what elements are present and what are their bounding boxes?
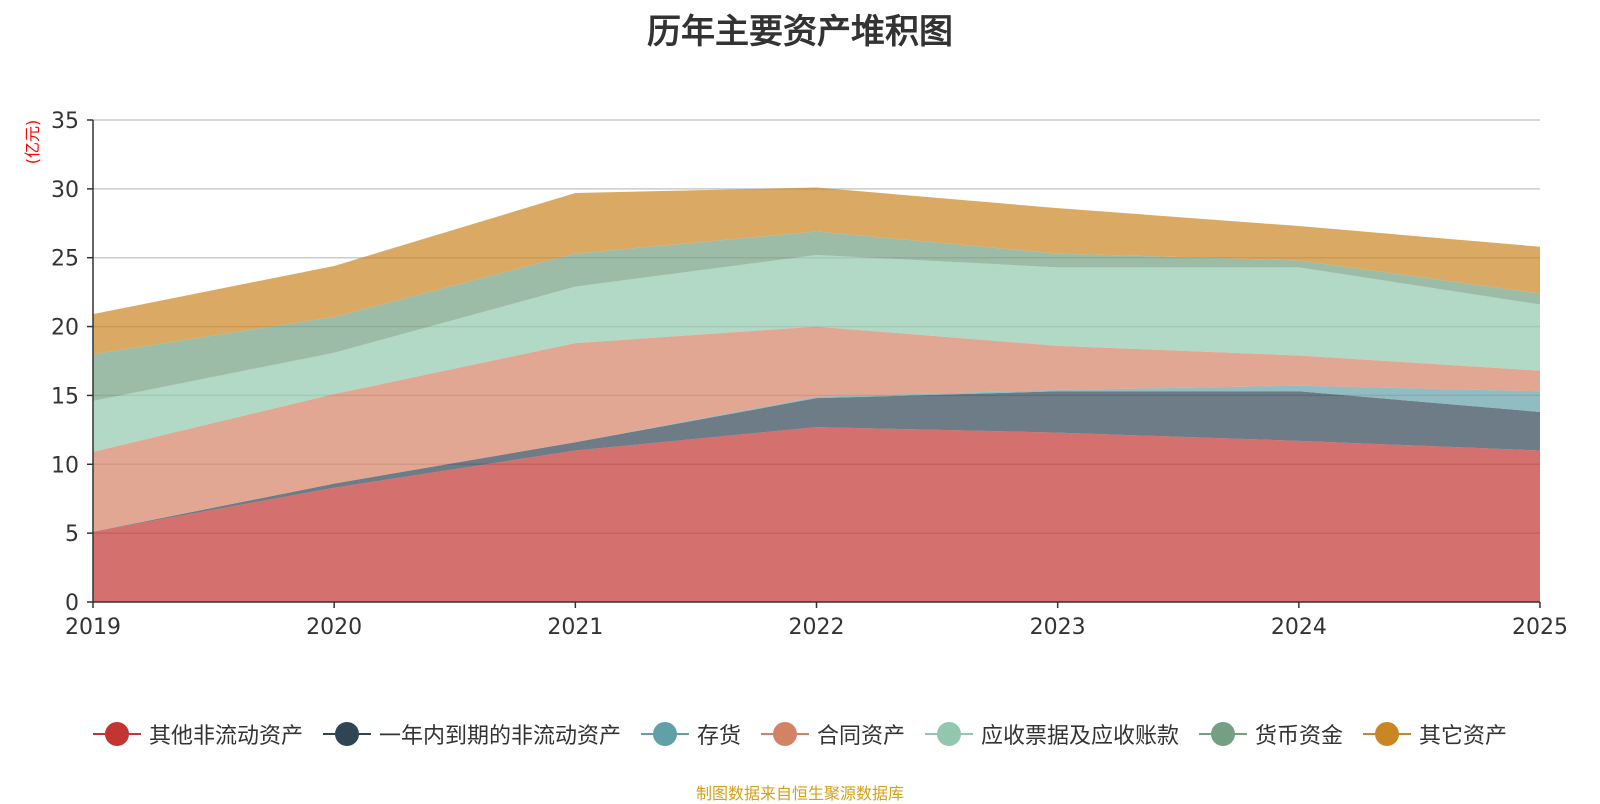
legend-label: 一年内到期的非流动资产 <box>378 724 621 749</box>
legend-label: 其他非流动资产 <box>148 724 303 749</box>
y-tick-label: 25 <box>51 247 79 272</box>
source-note: 制图数据来自恒生聚源数据库 <box>695 784 904 803</box>
legend-item[interactable]: 一年内到期的非流动资产 <box>322 718 621 750</box>
y-tick-label: 5 <box>65 522 79 547</box>
legend-label: 合同资产 <box>816 724 905 749</box>
legend-marker-dot <box>1375 722 1400 746</box>
legend-marker-dot <box>652 722 677 746</box>
y-tick-label: 30 <box>51 178 79 203</box>
legend-marker-icon <box>92 722 141 746</box>
area-series-0 <box>93 427 1540 602</box>
legend-label: 应收票据及应收账款 <box>981 724 1180 749</box>
x-tick-label: 2025 <box>1512 615 1568 640</box>
area-series-4 <box>93 254 1540 452</box>
x-tick-label: 2021 <box>547 615 603 640</box>
legend-marker-icon <box>925 722 973 746</box>
y-axis-unit-label: (亿元) <box>23 120 42 165</box>
area-series-6 <box>93 187 1540 355</box>
legend-label: 其它资产 <box>1419 724 1508 749</box>
y-tick-label: 20 <box>51 316 79 341</box>
legend-marker-icon <box>1199 722 1248 746</box>
y-tick-label: 35 <box>51 109 79 134</box>
legend-item[interactable]: 存货 <box>640 718 741 750</box>
legend-item[interactable]: 合同资产 <box>760 718 905 750</box>
y-tick-label: 10 <box>51 453 79 478</box>
legend-item[interactable]: 货币资金 <box>1199 718 1343 750</box>
area-series-3 <box>93 326 1540 532</box>
legend-marker-icon <box>322 722 371 746</box>
legend-item[interactable]: 其它资产 <box>1363 718 1507 750</box>
y-tick-label: 0 <box>65 591 79 616</box>
legend-label: 存货 <box>696 724 741 749</box>
x-tick-label: 2022 <box>789 615 845 640</box>
legend-marker-icon <box>760 722 809 746</box>
legend-item[interactable]: 其他非流动资产 <box>92 718 303 750</box>
legend-marker-dot <box>334 722 359 746</box>
legend-marker-icon <box>640 722 689 746</box>
y-tick-label: 15 <box>51 384 79 409</box>
area-series-1 <box>93 391 1540 532</box>
legend: 其他非流动资产 一年内到期的非流动资产 存货 合同资产 应收票据及应收账款 货币资金 其它资… <box>0 718 1600 750</box>
legend-marker-dot <box>1211 722 1236 746</box>
legend-label: 货币资金 <box>1255 724 1344 749</box>
x-tick-label: 2020 <box>306 615 362 640</box>
x-tick-label: 2019 <box>65 615 121 640</box>
area-series-5 <box>93 231 1540 401</box>
x-tick-label: 2024 <box>1271 615 1327 640</box>
x-tick-label: 2023 <box>1030 615 1086 640</box>
area-series-layer <box>93 187 1540 602</box>
legend-marker-icon <box>1363 722 1412 746</box>
legend-marker-dot <box>772 722 797 746</box>
chart-title: 历年主要资产堆积图 <box>647 12 953 52</box>
legend-marker-dot <box>937 722 961 746</box>
legend-marker-dot <box>104 722 129 746</box>
legend-item[interactable]: 应收票据及应收账款 <box>925 718 1179 750</box>
